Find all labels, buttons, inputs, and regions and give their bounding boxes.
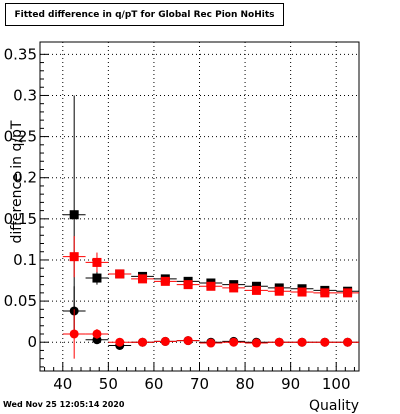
data-point-circle <box>251 338 261 348</box>
data-point-circle <box>343 337 353 347</box>
data-point-circle <box>160 336 170 346</box>
y-tick-label: 0.35 <box>4 45 37 63</box>
data-point-circle <box>69 329 79 339</box>
grid-lines <box>40 42 359 371</box>
x-tick-label: 90 <box>281 375 300 393</box>
data-markers <box>62 95 359 359</box>
data-point-circle <box>320 337 330 347</box>
y-tick-label: 0.25 <box>4 128 37 146</box>
x-tick-label: 50 <box>99 375 118 393</box>
data-series <box>62 309 359 359</box>
y-tick-label: 0.3 <box>13 86 37 104</box>
data-point-square <box>138 274 148 284</box>
data-point-square <box>343 288 353 298</box>
data-point-square <box>92 257 102 267</box>
data-point-circle <box>297 337 307 347</box>
x-tick-label: 100 <box>322 375 351 393</box>
data-point-circle <box>183 336 193 346</box>
data-point-circle <box>229 337 239 347</box>
data-point-square <box>160 276 170 286</box>
data-point-square <box>92 273 102 283</box>
chart-title-box: Fitted difference in q/pT for Global Rec… <box>5 3 284 26</box>
y-tick-label: 0.15 <box>4 210 37 228</box>
timestamp: Wed Nov 25 12:05:14 2020 <box>3 400 125 409</box>
y-tick-label: 0.2 <box>13 169 37 187</box>
data-point-circle <box>115 337 125 347</box>
data-point-square <box>69 210 79 220</box>
data-point-square <box>206 281 216 291</box>
x-tick-label: 40 <box>53 375 72 393</box>
data-point-square <box>297 287 307 297</box>
x-tick-label: 60 <box>144 375 163 393</box>
chart-title: Fitted difference in q/pT for Global Rec… <box>14 9 275 20</box>
data-point-square <box>320 288 330 298</box>
x-tick-label: 80 <box>236 375 255 393</box>
axes: 40 50 60 70 80 90 100 0 0.05 0.1 0.15 0.2 0.25 0.3 0.3… <box>4 41 360 393</box>
x-axis-title: Quality <box>309 398 359 414</box>
data-point-square <box>251 285 261 295</box>
y-tick-label: 0 <box>27 333 37 351</box>
y-axis-title: difference in q/pT <box>9 120 25 243</box>
data-point-square <box>183 280 193 290</box>
data-series <box>62 236 359 298</box>
data-point-circle <box>92 329 102 339</box>
data-point-circle <box>138 337 148 347</box>
data-point-square <box>274 286 284 296</box>
data-point-square <box>69 252 79 262</box>
data-series <box>62 95 359 334</box>
data-point-square <box>115 269 125 279</box>
data-point-circle <box>206 338 216 348</box>
x-tick-label: 70 <box>190 375 209 393</box>
y-tick-label: 0.05 <box>4 292 37 310</box>
data-point-circle <box>274 337 284 347</box>
data-point-square <box>229 283 239 293</box>
y-tick-label: 0.1 <box>13 251 37 269</box>
